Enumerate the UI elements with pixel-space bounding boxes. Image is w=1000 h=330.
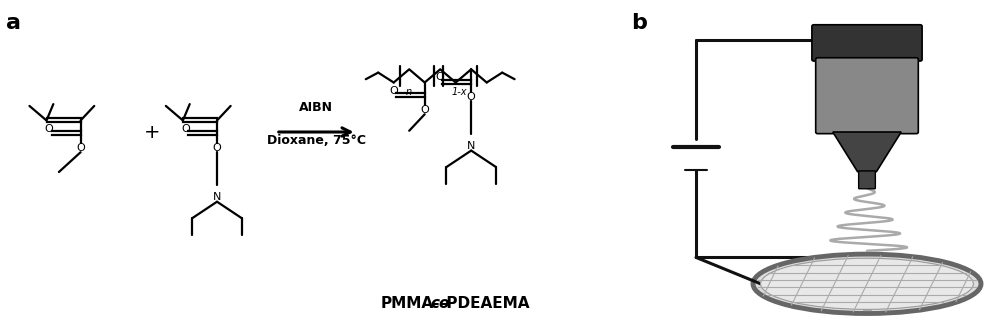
FancyBboxPatch shape: [859, 171, 875, 189]
Ellipse shape: [753, 254, 981, 314]
Text: N: N: [213, 192, 221, 202]
Text: O: O: [420, 105, 429, 115]
Text: AIBN: AIBN: [299, 101, 333, 114]
Text: Dioxane, 75°C: Dioxane, 75°C: [267, 134, 366, 147]
Text: O: O: [76, 143, 85, 153]
FancyBboxPatch shape: [816, 58, 918, 134]
Text: O: O: [389, 86, 398, 96]
Text: 1-x: 1-x: [451, 87, 467, 97]
Text: n: n: [406, 87, 412, 97]
Text: O: O: [181, 124, 190, 134]
Text: +: +: [144, 122, 160, 142]
Ellipse shape: [761, 258, 973, 310]
Text: O: O: [435, 73, 444, 82]
Text: co: co: [430, 296, 450, 311]
Text: PMMA-: PMMA-: [381, 296, 440, 311]
Text: O: O: [467, 91, 476, 102]
Text: b: b: [631, 13, 647, 33]
FancyBboxPatch shape: [812, 25, 922, 61]
Text: N: N: [467, 141, 475, 150]
Text: -PDEAEMA: -PDEAEMA: [440, 296, 530, 311]
Text: O: O: [45, 124, 54, 134]
Text: a: a: [6, 13, 21, 33]
Text: O: O: [213, 143, 221, 153]
Polygon shape: [833, 132, 901, 172]
